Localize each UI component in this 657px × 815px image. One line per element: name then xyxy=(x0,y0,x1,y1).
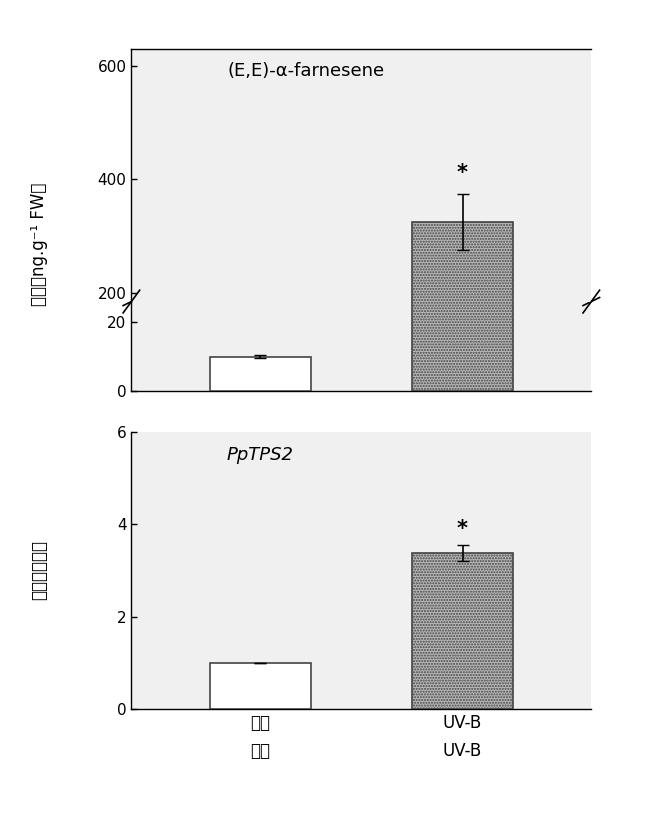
Text: 相对表达水平: 相对表达水平 xyxy=(30,540,49,601)
Text: *: * xyxy=(457,519,468,539)
Text: (E,E)-α-farnesene: (E,E)-α-farnesene xyxy=(227,62,385,80)
Bar xyxy=(412,0,513,391)
Bar xyxy=(210,663,311,709)
Text: 含量（ng.g⁻¹ FW）: 含量（ng.g⁻¹ FW） xyxy=(30,183,49,306)
Bar xyxy=(412,553,513,709)
Bar xyxy=(210,357,311,391)
Bar xyxy=(412,222,513,407)
Text: PpTPS2: PpTPS2 xyxy=(227,446,294,464)
Text: UV-B: UV-B xyxy=(443,742,482,760)
Bar xyxy=(210,401,311,407)
Text: 对照: 对照 xyxy=(250,742,270,760)
Text: *: * xyxy=(457,164,468,183)
